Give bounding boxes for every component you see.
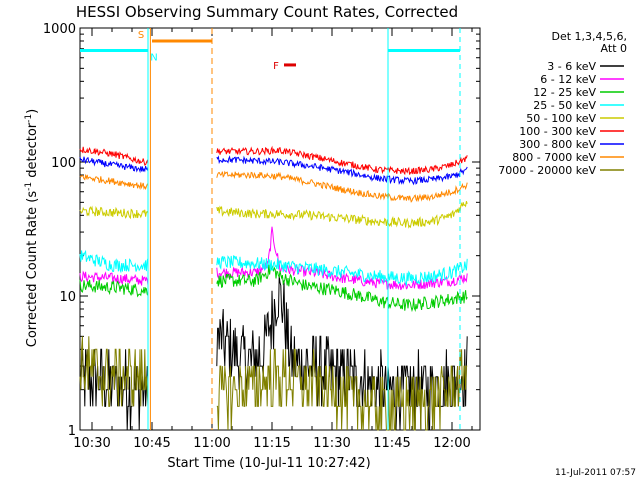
- series-line: [79, 336, 468, 431]
- series-line: [79, 264, 468, 313]
- x-axis-label: Start Time (10-Jul-11 10:27:42): [167, 456, 370, 471]
- y-tick-label: 1: [68, 424, 76, 439]
- legend-label: 25 - 50 keV: [533, 99, 596, 112]
- legend-label: 6 - 12 keV: [540, 73, 596, 86]
- chart-title: HESSI Observing Summary Count Rates, Cor…: [76, 3, 458, 21]
- y-tick-label: 1000: [43, 22, 76, 37]
- x-tick-label: 10:45: [133, 436, 170, 451]
- legend-label: 3 - 6 keV: [547, 60, 596, 73]
- y-axis-label-part-1: Corrected Count Rate (s: [25, 191, 40, 348]
- series-line: [79, 226, 468, 291]
- y-axis-label-exp-1: -1: [24, 182, 34, 191]
- legend-header-line-1: Det 1,3,4,5,6,: [551, 30, 627, 43]
- footer-date: 11-Jul-2011 07:57: [555, 468, 636, 478]
- legend-label: 7000 - 20000 keV: [498, 164, 596, 177]
- plot-frame: [79, 27, 481, 431]
- x-tick-label: 11:30: [313, 436, 350, 451]
- legend-label: 800 - 7000 keV: [512, 151, 596, 164]
- series-line: [79, 155, 468, 186]
- x-tick-label: 10:30: [73, 436, 110, 451]
- x-tick-label: 11:00: [193, 436, 230, 451]
- plot-area: 10:30 10:45 11:00 11:15 11:30 11:45 12:00 1 10 10…: [43, 22, 481, 451]
- legend-label: 50 - 100 keV: [526, 112, 596, 125]
- flag-label: S: [138, 30, 144, 41]
- y-axis-label-part-2: detector: [25, 122, 40, 182]
- series-line: [79, 170, 468, 203]
- y-axis-label-part-3: ): [25, 109, 40, 114]
- series-line: [79, 145, 468, 176]
- legend-label: 12 - 25 keV: [533, 86, 596, 99]
- legend-header-line-2: Att 0: [601, 42, 627, 55]
- y-axis-label-exp-2: -1: [24, 114, 34, 123]
- legend-label: 300 - 800 keV: [519, 138, 596, 151]
- y-tick-label: 100: [51, 156, 76, 171]
- x-tick-label: 11:15: [253, 436, 290, 451]
- y-tick-label: 10: [59, 290, 76, 305]
- y-axis-label: Corrected Count Rate (s-1 detector-1): [24, 109, 40, 347]
- series-line: [79, 201, 468, 229]
- flag-label: N: [150, 52, 157, 63]
- series-line: [79, 249, 468, 287]
- x-tick-label: 12:00: [433, 436, 470, 451]
- x-tick-label: 11:45: [373, 436, 410, 451]
- flag-label: F: [273, 61, 279, 72]
- legend-label: 100 - 300 keV: [519, 125, 596, 138]
